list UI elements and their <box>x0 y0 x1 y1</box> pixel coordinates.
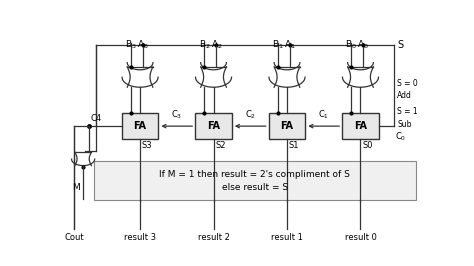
Text: B$_3$: B$_3$ <box>125 38 137 51</box>
Bar <box>94 161 416 200</box>
Text: A$_1$: A$_1$ <box>284 38 296 51</box>
Text: S0: S0 <box>362 142 373 151</box>
Text: S2: S2 <box>215 142 226 151</box>
Text: result 1: result 1 <box>271 233 303 242</box>
Text: A$_0$: A$_0$ <box>357 38 369 51</box>
Text: FA: FA <box>354 121 367 131</box>
Text: C4: C4 <box>91 114 101 123</box>
Text: FA: FA <box>281 121 293 131</box>
Text: Cout: Cout <box>64 233 84 242</box>
Bar <box>342 113 379 139</box>
Text: S3: S3 <box>142 142 153 151</box>
Text: result 2: result 2 <box>198 233 229 242</box>
Text: A$_3$: A$_3$ <box>137 38 149 51</box>
Text: result 0: result 0 <box>345 233 376 242</box>
Text: M: M <box>72 183 80 192</box>
Text: B$_1$: B$_1$ <box>272 38 284 51</box>
Bar <box>122 113 158 139</box>
Text: If M = 1 then result = 2's compliment of S: If M = 1 then result = 2's compliment of… <box>159 170 350 179</box>
Text: B$_0$: B$_0$ <box>346 38 357 51</box>
Text: else result = S: else result = S <box>222 183 288 192</box>
Text: S = 0
Add: S = 0 Add <box>397 78 418 100</box>
Bar <box>269 113 305 139</box>
Text: result 3: result 3 <box>124 233 156 242</box>
Text: FA: FA <box>134 121 146 131</box>
Text: C$_3$: C$_3$ <box>171 109 182 121</box>
Text: C$_2$: C$_2$ <box>245 109 256 121</box>
Text: C$_0$: C$_0$ <box>395 130 407 143</box>
Text: A$_2$: A$_2$ <box>210 38 222 51</box>
Text: S = 1
Sub: S = 1 Sub <box>397 107 418 129</box>
Text: FA: FA <box>207 121 220 131</box>
Bar <box>195 113 232 139</box>
Text: S: S <box>397 40 403 50</box>
Text: S1: S1 <box>289 142 300 151</box>
Text: B$_2$: B$_2$ <box>199 38 210 51</box>
Text: C$_1$: C$_1$ <box>318 109 329 121</box>
